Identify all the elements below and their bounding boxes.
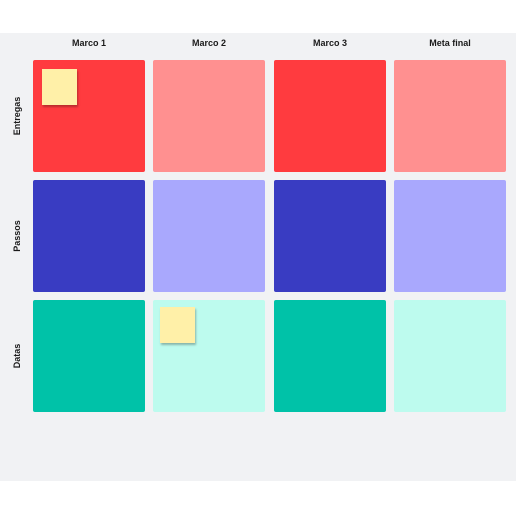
sticky-note[interactable] — [160, 307, 195, 343]
cell-passos-marco-2[interactable] — [153, 180, 265, 292]
cell-entregas-marco-3[interactable] — [274, 60, 386, 172]
column-header-marco-1: Marco 1 — [71, 38, 106, 48]
cell-passos-marco-3[interactable] — [274, 180, 386, 292]
cell-passos-meta-final[interactable] — [394, 180, 506, 292]
column-header-meta-final: Meta final — [429, 38, 471, 48]
sticky-note[interactable] — [42, 69, 77, 105]
matrix-board: Marco 1 Marco 2 Marco 3 Meta final Entre… — [0, 33, 516, 481]
cell-entregas-meta-final[interactable] — [394, 60, 506, 172]
row-header-entregas: Entregas — [0, 60, 34, 172]
cell-passos-marco-1[interactable] — [33, 180, 145, 292]
row-header-passos: Passos — [0, 180, 34, 292]
cell-datas-marco-3[interactable] — [274, 300, 386, 412]
column-header-marco-3: Marco 3 — [312, 38, 347, 48]
row-label-entregas: Entregas — [12, 96, 22, 136]
column-header-marco-2: Marco 2 — [191, 38, 226, 48]
row-label-passos: Passos — [12, 220, 22, 252]
cell-entregas-marco-2[interactable] — [153, 60, 265, 172]
row-header-datas: Datas — [0, 300, 34, 412]
row-label-datas: Datas — [12, 343, 22, 369]
cell-datas-meta-final[interactable] — [394, 300, 506, 412]
cell-datas-marco-1[interactable] — [33, 300, 145, 412]
